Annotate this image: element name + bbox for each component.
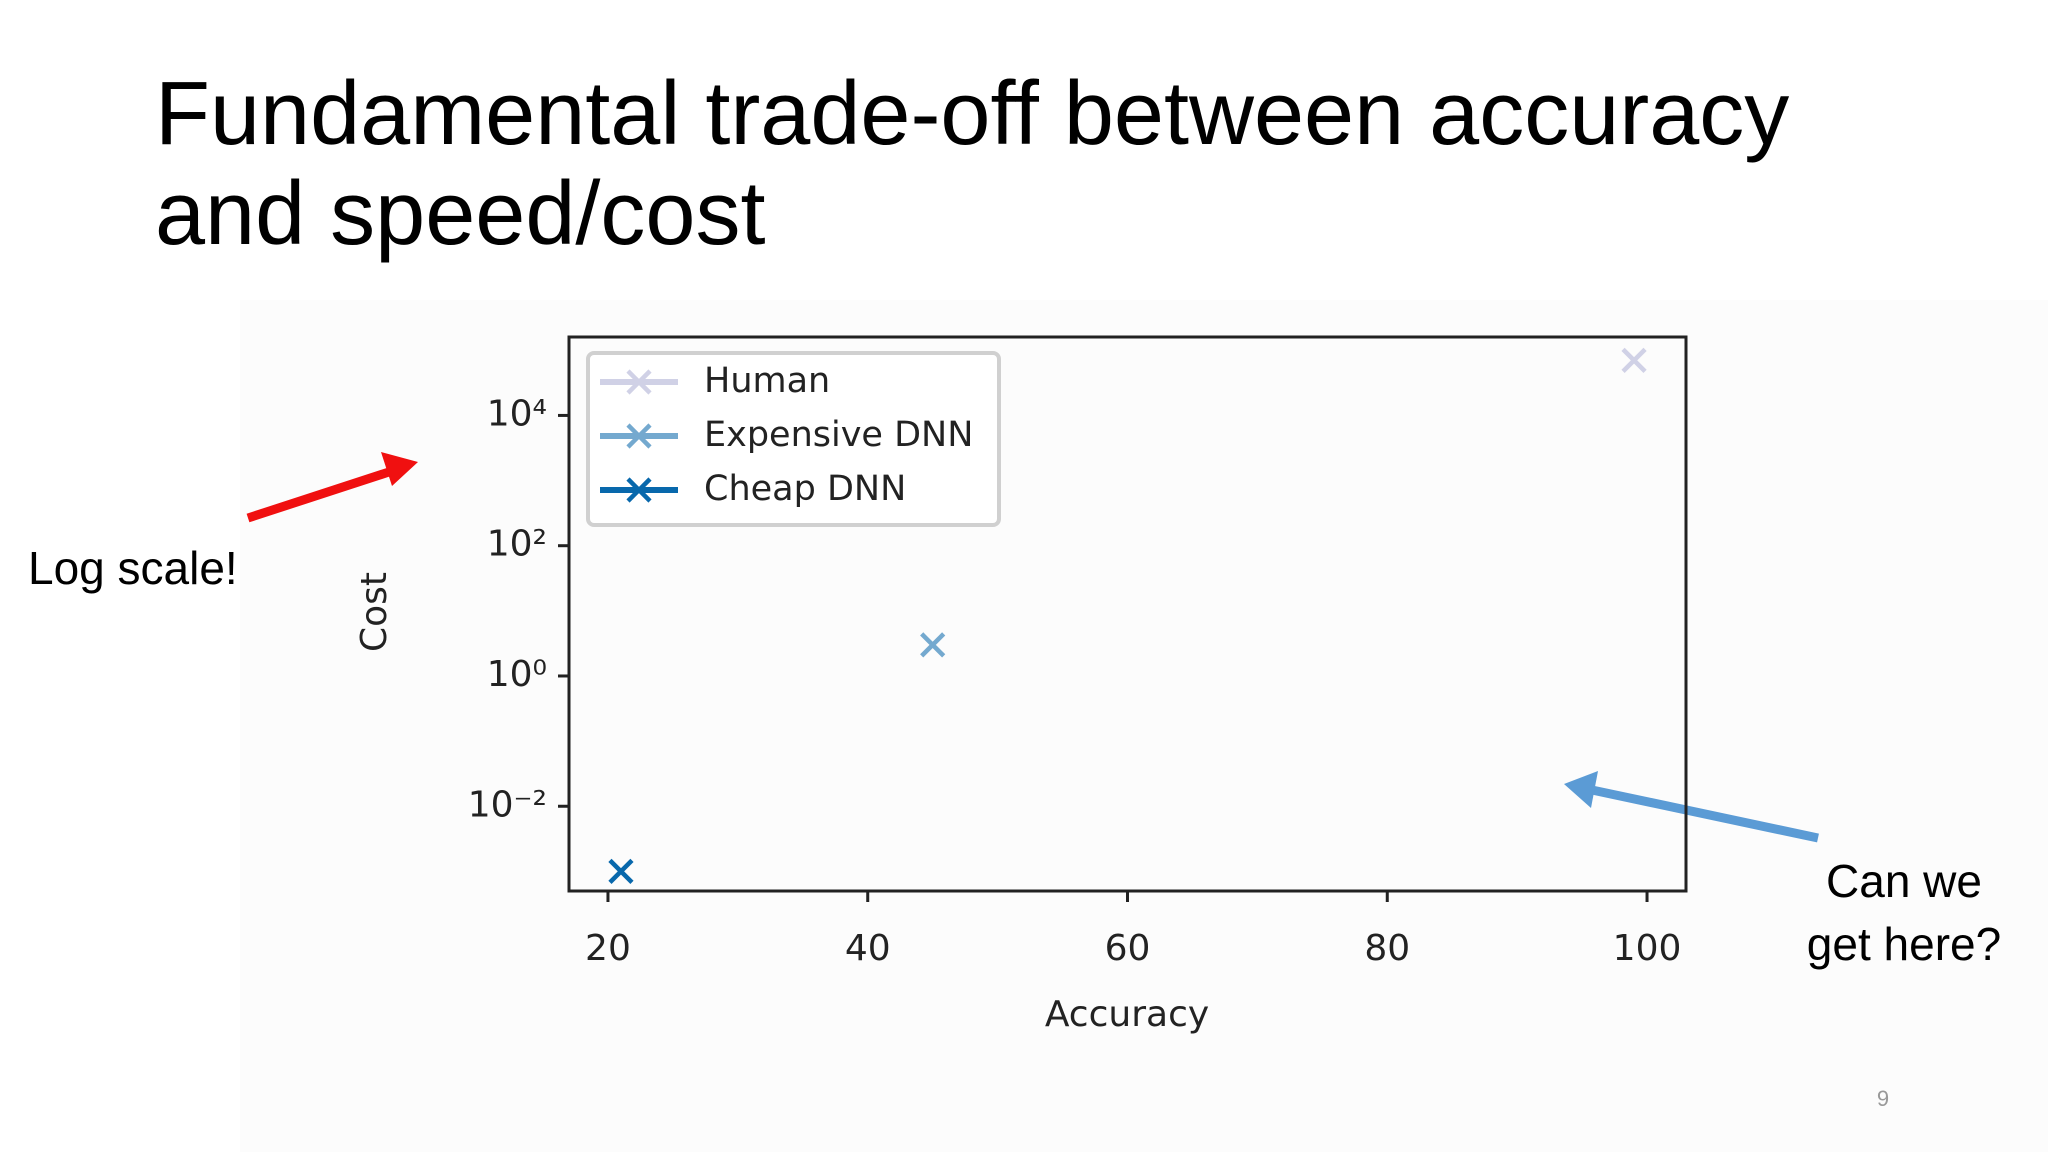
legend-marker [626,369,652,395]
x-axis-label: Accuracy [1045,994,1209,1035]
legend-box [586,351,1001,527]
annotation: get here? [1807,918,2001,970]
legend: Human Expensive DNN Cheap DNN [586,351,1001,527]
legend-label: Expensive DNN [704,415,973,455]
x-tick-label: 60 [1105,928,1151,969]
y-tick-label: 10² [487,524,547,565]
legend-marker [626,423,652,449]
annotation: Can we [1826,855,1982,907]
legend-label: Cheap DNN [704,469,906,509]
point [920,632,946,658]
annotation: Log scale! [28,542,238,594]
legend-marker [626,477,652,503]
y-tick-label: 10⁻² [468,784,547,825]
x-tick-label: 80 [1364,928,1410,969]
blue-arrow [1564,771,1819,843]
slide-panel [240,300,2048,1152]
point [608,858,634,884]
page-number: 9 [1877,1086,1889,1111]
y-tick-label: 10⁴ [487,393,547,434]
red-arrow [246,452,418,523]
x-tick-label: 20 [585,928,631,969]
title-line: and speed/cost [155,164,765,264]
legend-label: Human [704,361,830,401]
title-line: Fundamental trade-off between accuracy [155,64,1789,164]
y-tick-label: 10⁰ [487,654,547,695]
x-tick-label: 100 [1613,928,1682,969]
point [1621,347,1647,373]
x-tick-label: 40 [845,928,891,969]
y-axis-label: Cost [354,572,395,652]
